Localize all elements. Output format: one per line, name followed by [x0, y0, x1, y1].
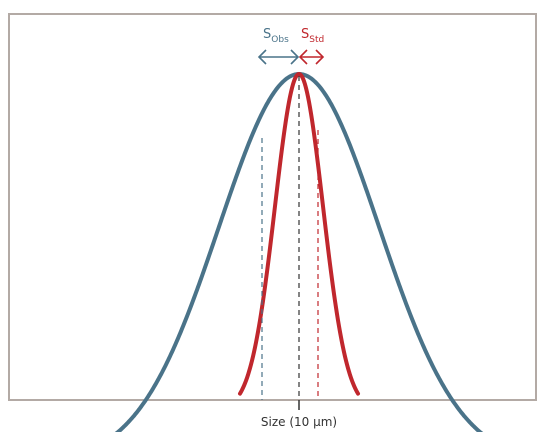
s-std-label: SStd — [301, 27, 324, 45]
plot-frame — [8, 13, 537, 401]
s-std-arrow — [298, 49, 325, 65]
x-axis-label: Size (10 µm) — [261, 415, 337, 429]
s-obs-arrow — [257, 49, 300, 65]
observed-distribution-curve — [114, 72, 484, 432]
s-obs-label: SObs — [263, 27, 289, 45]
standard-distribution-curve — [238, 71, 360, 396]
